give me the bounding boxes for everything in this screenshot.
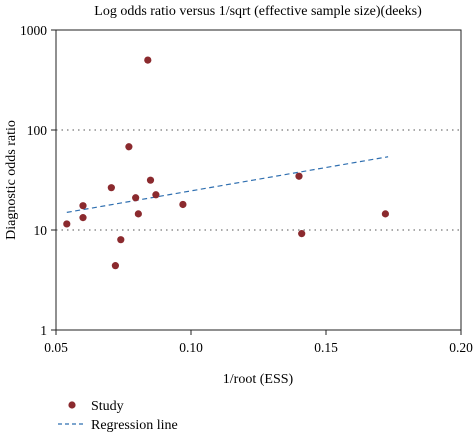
study-point	[79, 214, 87, 222]
study-point	[63, 220, 71, 228]
x-tick-label: 0.10	[179, 340, 203, 355]
x-axis-title: 1/root (ESS)	[223, 372, 294, 387]
legend-regression-label: Regression line	[91, 418, 178, 433]
x-tick-label: 0.05	[44, 340, 68, 355]
y-tick-label: 1000	[20, 23, 47, 38]
regression-line-series	[66, 156, 389, 213]
study-point	[79, 202, 87, 210]
study-point	[132, 194, 140, 202]
reference-lines	[56, 129, 461, 231]
chart-title: Log odds ratio versus 1/sqrt (effective …	[94, 4, 422, 19]
legend-study-marker	[68, 401, 76, 409]
study-point	[107, 184, 115, 192]
study-point	[381, 210, 389, 218]
y-axis-title: Diagnostic odds ratio	[4, 120, 19, 240]
study-point	[117, 236, 125, 244]
study-point	[152, 191, 160, 199]
plot-frame	[55, 29, 462, 331]
x-tick-label: 0.15	[314, 340, 338, 355]
study-point	[179, 200, 187, 209]
study-point	[111, 262, 119, 270]
study-point	[295, 172, 303, 180]
legend: Study Regression line	[58, 399, 178, 433]
y-tick-label: 1	[40, 323, 47, 338]
study-point	[298, 230, 306, 238]
y-axis: 1 10 100 1000	[20, 23, 56, 338]
study-point	[134, 210, 142, 218]
x-axis: 0.05 0.10 0.15 0.20	[44, 330, 473, 355]
y-tick-label: 10	[34, 223, 48, 238]
regression-line	[66, 156, 389, 213]
study-point	[146, 176, 155, 184]
study-point	[125, 143, 133, 151]
study-point	[144, 56, 152, 64]
legend-study-label: Study	[91, 399, 124, 414]
study-points	[63, 56, 389, 270]
x-tick-label: 0.20	[449, 340, 473, 355]
y-tick-label: 100	[27, 123, 48, 138]
